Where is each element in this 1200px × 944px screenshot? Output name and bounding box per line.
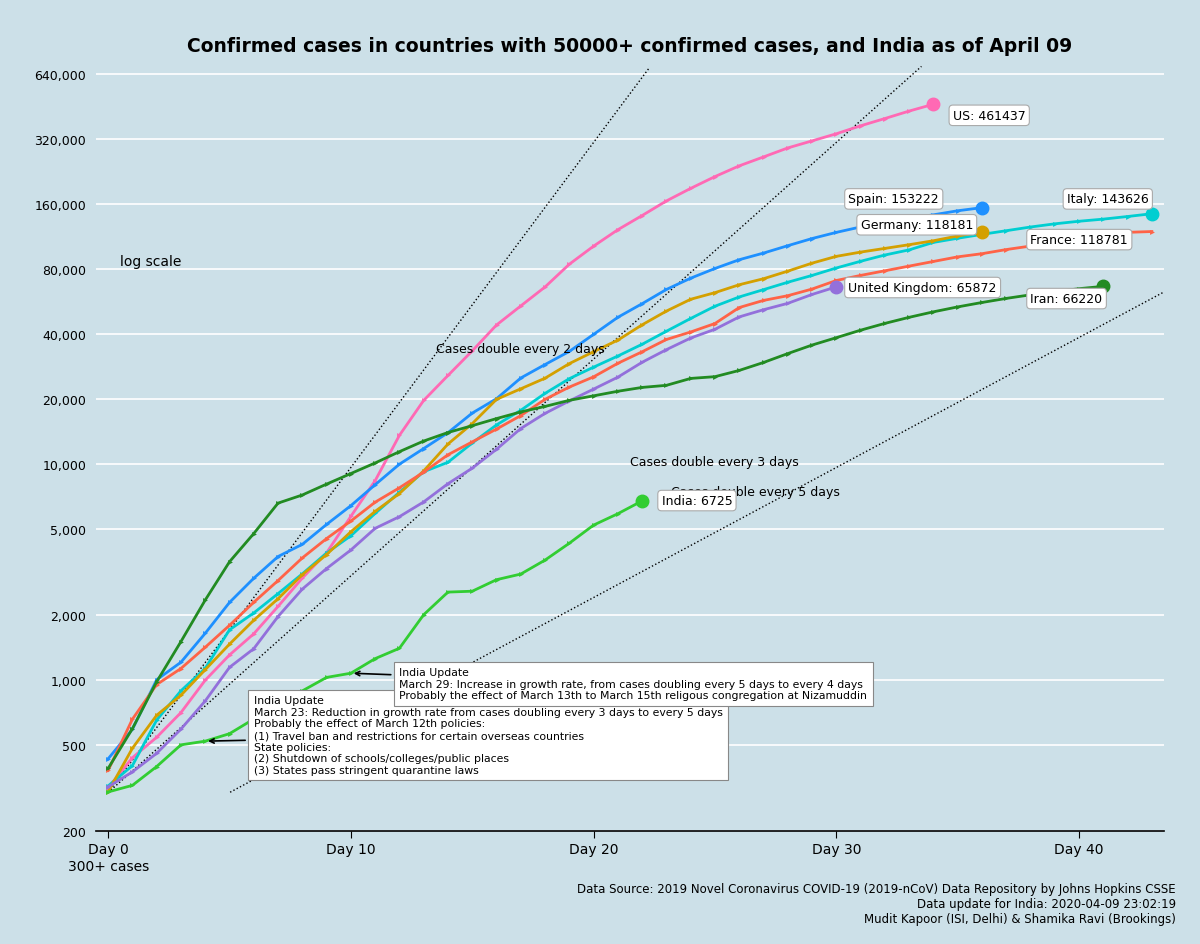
Text: Cases double every 3 days: Cases double every 3 days [630,456,799,469]
Title: Confirmed cases in countries with 50000+ confirmed cases, and India as of April : Confirmed cases in countries with 50000+… [187,37,1073,57]
Text: India: 6725: India: 6725 [661,495,732,508]
Text: United Kingdom: 65872: United Kingdom: 65872 [848,281,997,295]
Text: India Update
March 23: Reduction in growth rate from cases doubling every 3 days: India Update March 23: Reduction in grow… [210,696,722,775]
Text: Cases double every 5 days: Cases double every 5 days [671,486,840,499]
Text: Italy: 143626: Italy: 143626 [1067,194,1148,206]
Text: Cases double every 2 days: Cases double every 2 days [436,342,605,355]
Text: Germany: 118181: Germany: 118181 [860,219,973,232]
Text: France: 118781: France: 118781 [1031,234,1128,246]
Text: Data Source: 2019 Novel Coronavirus COVID-19 (2019-nCoV) Data Repository by John: Data Source: 2019 Novel Coronavirus COVI… [577,882,1176,925]
Text: log scale: log scale [120,255,181,269]
Text: Spain: 153222: Spain: 153222 [848,194,940,206]
Text: US: 461437: US: 461437 [953,110,1026,123]
Text: India Update
March 29: Increase in growth rate, from cases doubling every 5 days: India Update March 29: Increase in growt… [355,667,868,700]
Text: Iran: 66220: Iran: 66220 [1031,293,1103,306]
